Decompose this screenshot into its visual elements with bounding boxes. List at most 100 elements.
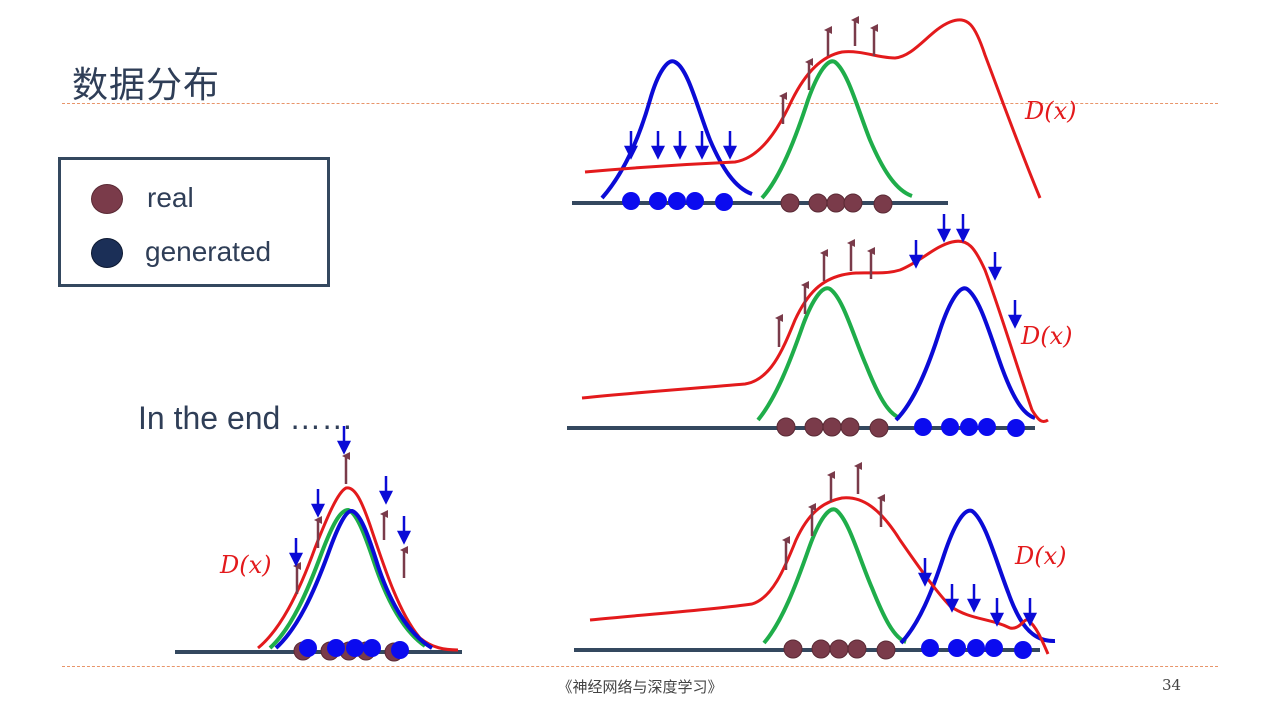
generated-distribution-curve (600, 59, 753, 200)
real-points (780, 193, 893, 214)
up-arrows (782, 462, 885, 570)
generated-point (914, 418, 932, 436)
generated-points (622, 192, 733, 211)
down-arrows (908, 214, 1023, 329)
d-x-label: D(x) (1024, 97, 1077, 125)
down-arrow (650, 131, 666, 160)
d-x-label: D(x) (1020, 322, 1073, 350)
discriminator-curve (589, 496, 1050, 655)
down-arrow (955, 214, 971, 243)
generated-distribution-curve (899, 508, 1056, 645)
generated-points (914, 418, 1025, 437)
generated-point (363, 639, 381, 657)
down-arrow (623, 131, 639, 160)
down-arrow (1022, 598, 1038, 627)
down-arrow (288, 538, 304, 567)
legend-box: real generated (58, 157, 330, 287)
end-caption: In the end …… (138, 400, 354, 436)
down-arrow (908, 240, 924, 269)
real-point (843, 193, 863, 213)
generated-point (1014, 641, 1032, 659)
generated-point (1007, 419, 1025, 437)
d-x-label: D(x) (1014, 542, 1067, 570)
generated-point (668, 192, 686, 210)
generated-distribution-curve (894, 286, 1036, 422)
legend-generated-label: generated (145, 236, 272, 267)
real-distribution-curve (268, 507, 427, 650)
real-point (869, 418, 889, 438)
down-arrow (936, 214, 952, 243)
mixed-points (293, 639, 409, 662)
real-point (776, 417, 796, 437)
real-point (826, 193, 846, 213)
down-arrow (989, 598, 1005, 627)
generated-point (960, 418, 978, 436)
generated-points (921, 639, 1032, 659)
generated-point (985, 639, 1003, 657)
title-divider (62, 103, 1218, 104)
real-point (783, 639, 803, 659)
generated-point (327, 639, 345, 657)
generated-point (948, 639, 966, 657)
real-point (847, 639, 867, 659)
down-arrow (310, 489, 326, 518)
footer-book-title: 《神经网络与深度学习》 (557, 678, 723, 696)
down-arrow (722, 131, 738, 160)
down-arrows (917, 558, 1038, 627)
d-x-label: D(x) (219, 551, 272, 579)
real-point (811, 639, 831, 659)
real-point (876, 640, 896, 660)
generated-point (346, 639, 364, 657)
real-distribution-curve (760, 59, 913, 200)
down-arrow (396, 516, 412, 545)
real-distribution-curve (762, 507, 907, 645)
down-arrow (694, 131, 710, 160)
down-arrow (966, 584, 982, 613)
down-arrow (672, 131, 688, 160)
legend-real-label: real (147, 182, 194, 213)
down-arrow (917, 558, 933, 587)
legend-real-marker (91, 184, 123, 214)
generated-point (967, 639, 985, 657)
generated-point (391, 641, 409, 659)
up-arrows (775, 239, 875, 347)
down-arrow (944, 584, 960, 613)
down-arrow (378, 476, 394, 505)
panel-training: D(x) (567, 214, 1073, 438)
panel-initial: D(x) (572, 16, 1077, 214)
generated-point (921, 639, 939, 657)
real-distribution-curve (756, 286, 901, 422)
discriminator-curve (581, 239, 1049, 424)
real-point (822, 417, 842, 437)
real-point (829, 639, 849, 659)
down-arrow (1007, 300, 1023, 329)
panel-converging: D(x) (574, 462, 1067, 660)
panel-final: D(x) (175, 426, 462, 662)
real-point (808, 193, 828, 213)
slide-title: 数据分布 (72, 65, 221, 106)
generated-point (978, 418, 996, 436)
generated-point (299, 639, 317, 657)
legend-generated-marker (91, 238, 123, 268)
down-arrows (623, 131, 738, 160)
generated-point (649, 192, 667, 210)
footer-divider (62, 666, 1218, 667)
real-point (840, 417, 860, 437)
generated-distribution-curve (274, 509, 434, 650)
down-arrow (987, 252, 1003, 281)
down-arrows (288, 426, 412, 567)
real-points (776, 417, 889, 438)
real-point (804, 417, 824, 437)
real-point (873, 194, 893, 214)
generated-point (715, 193, 733, 211)
discriminator-curve (584, 18, 1042, 199)
generated-point (622, 192, 640, 210)
real-point (780, 193, 800, 213)
down-arrow (336, 426, 352, 455)
generated-point (686, 192, 704, 210)
page-number: 34 (1162, 676, 1182, 694)
real-points (783, 639, 896, 660)
generated-point (941, 418, 959, 436)
up-arrows (293, 452, 408, 594)
